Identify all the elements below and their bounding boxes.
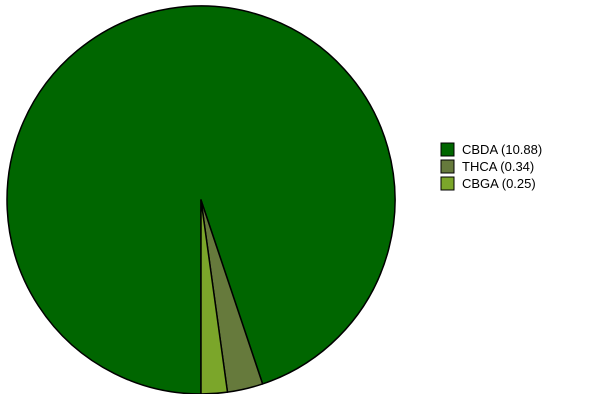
legend-label-cbga: CBGA (0.25) bbox=[462, 176, 536, 191]
legend-swatch-thca bbox=[440, 159, 455, 174]
legend: CBDA (10.88) THCA (0.34) CBGA (0.25) bbox=[440, 142, 542, 191]
pie-slices bbox=[6, 5, 396, 395]
legend-label-thca: THCA (0.34) bbox=[462, 159, 534, 174]
legend-label-cbda: CBDA (10.88) bbox=[462, 142, 542, 157]
legend-swatch-cbda bbox=[440, 142, 455, 157]
legend-swatch-cbga bbox=[440, 176, 455, 191]
